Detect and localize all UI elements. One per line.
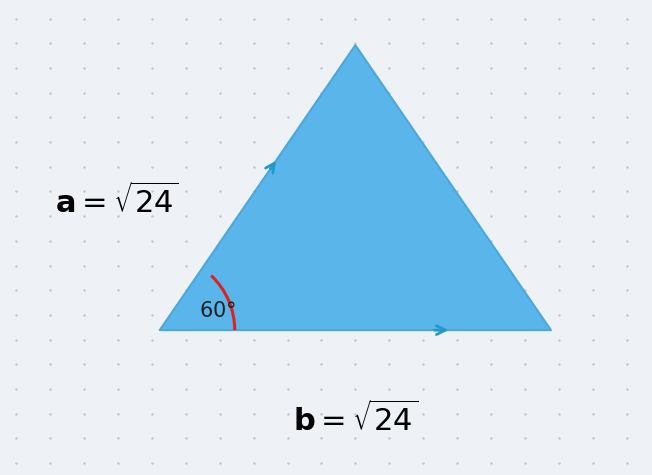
Text: $\mathbf{a} = \sqrt{24}$: $\mathbf{a} = \sqrt{24}$: [55, 184, 179, 220]
Polygon shape: [160, 45, 551, 330]
Text: $60°$: $60°$: [199, 301, 236, 321]
Text: $\mathbf{b} = \sqrt{24}$: $\mathbf{b} = \sqrt{24}$: [293, 402, 418, 438]
